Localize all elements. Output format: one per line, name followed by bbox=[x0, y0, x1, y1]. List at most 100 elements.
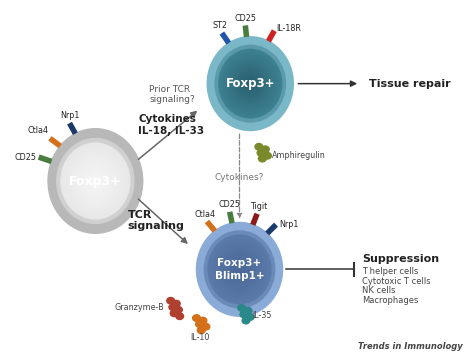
Ellipse shape bbox=[208, 235, 271, 304]
Ellipse shape bbox=[82, 165, 109, 197]
Circle shape bbox=[255, 143, 263, 150]
Ellipse shape bbox=[229, 258, 250, 281]
Ellipse shape bbox=[70, 153, 121, 209]
Ellipse shape bbox=[92, 178, 98, 184]
Text: Cytokines
IL-18, IL-33: Cytokines IL-18, IL-33 bbox=[138, 114, 204, 136]
Ellipse shape bbox=[231, 63, 269, 104]
Circle shape bbox=[258, 155, 266, 162]
Text: Foxp3+: Foxp3+ bbox=[69, 174, 122, 188]
Text: Granzyme-B: Granzyme-B bbox=[114, 303, 164, 312]
Ellipse shape bbox=[83, 168, 107, 194]
Circle shape bbox=[169, 304, 177, 311]
Ellipse shape bbox=[225, 56, 275, 111]
Text: Tigit: Tigit bbox=[250, 202, 267, 211]
Circle shape bbox=[197, 327, 205, 333]
Circle shape bbox=[246, 314, 254, 320]
Ellipse shape bbox=[227, 255, 252, 283]
Ellipse shape bbox=[214, 242, 265, 297]
Ellipse shape bbox=[242, 74, 259, 93]
Ellipse shape bbox=[210, 237, 269, 301]
Circle shape bbox=[244, 308, 252, 314]
Circle shape bbox=[238, 305, 246, 311]
Ellipse shape bbox=[215, 45, 285, 122]
Text: ST2: ST2 bbox=[212, 21, 227, 30]
Text: Tissue repair: Tissue repair bbox=[369, 79, 450, 89]
Ellipse shape bbox=[77, 161, 114, 201]
Text: Cytokines?: Cytokines? bbox=[215, 173, 264, 182]
Ellipse shape bbox=[91, 176, 100, 186]
Circle shape bbox=[242, 317, 250, 324]
Ellipse shape bbox=[219, 247, 261, 292]
Circle shape bbox=[202, 323, 210, 330]
Circle shape bbox=[167, 298, 174, 304]
Text: Amphiregulin: Amphiregulin bbox=[272, 151, 326, 160]
Text: Nrp1: Nrp1 bbox=[279, 220, 299, 229]
Text: IL-35: IL-35 bbox=[253, 311, 272, 320]
Ellipse shape bbox=[237, 70, 263, 98]
Text: Trends in Immunology: Trends in Immunology bbox=[358, 342, 463, 351]
Ellipse shape bbox=[248, 81, 253, 87]
Ellipse shape bbox=[74, 158, 116, 204]
Ellipse shape bbox=[244, 76, 257, 91]
Ellipse shape bbox=[220, 249, 258, 290]
Text: Foxp3+: Foxp3+ bbox=[226, 77, 275, 90]
Ellipse shape bbox=[88, 173, 103, 189]
Text: Ctla4: Ctla4 bbox=[27, 126, 49, 135]
Ellipse shape bbox=[233, 65, 267, 102]
Text: T helper cells: T helper cells bbox=[362, 268, 419, 276]
Text: CD25: CD25 bbox=[219, 200, 241, 209]
Ellipse shape bbox=[72, 156, 118, 206]
Circle shape bbox=[257, 150, 265, 156]
Circle shape bbox=[176, 313, 183, 320]
Text: Suppression: Suppression bbox=[362, 253, 439, 264]
Ellipse shape bbox=[233, 262, 246, 277]
Ellipse shape bbox=[61, 143, 130, 219]
Ellipse shape bbox=[239, 72, 261, 95]
Circle shape bbox=[199, 317, 207, 324]
Ellipse shape bbox=[231, 260, 248, 279]
Ellipse shape bbox=[48, 129, 143, 233]
Ellipse shape bbox=[237, 266, 242, 272]
Text: IL-10: IL-10 bbox=[190, 333, 209, 342]
Ellipse shape bbox=[86, 171, 105, 191]
Ellipse shape bbox=[235, 264, 244, 274]
Circle shape bbox=[264, 152, 271, 159]
Ellipse shape bbox=[223, 251, 256, 288]
Circle shape bbox=[192, 315, 201, 321]
Text: Nrp1: Nrp1 bbox=[60, 110, 79, 119]
Ellipse shape bbox=[227, 58, 273, 109]
Ellipse shape bbox=[68, 151, 123, 211]
Text: Macrophages: Macrophages bbox=[362, 295, 419, 304]
Text: Ctla4: Ctla4 bbox=[194, 210, 215, 219]
Circle shape bbox=[173, 300, 180, 307]
Ellipse shape bbox=[236, 67, 265, 100]
Circle shape bbox=[170, 310, 178, 317]
Text: NK cells: NK cells bbox=[362, 286, 396, 295]
Ellipse shape bbox=[212, 240, 267, 299]
Ellipse shape bbox=[221, 52, 280, 115]
Ellipse shape bbox=[65, 148, 125, 214]
Ellipse shape bbox=[219, 49, 282, 118]
Text: CD25: CD25 bbox=[15, 153, 36, 161]
Ellipse shape bbox=[57, 139, 134, 223]
Ellipse shape bbox=[216, 244, 263, 295]
Ellipse shape bbox=[223, 54, 278, 113]
Ellipse shape bbox=[79, 163, 112, 199]
Ellipse shape bbox=[204, 231, 275, 308]
Circle shape bbox=[262, 146, 269, 152]
Text: CD25: CD25 bbox=[234, 13, 256, 22]
Circle shape bbox=[240, 311, 248, 318]
Ellipse shape bbox=[229, 60, 272, 107]
Ellipse shape bbox=[225, 253, 255, 286]
Text: Cytotoxic T cells: Cytotoxic T cells bbox=[362, 277, 431, 286]
Ellipse shape bbox=[63, 146, 128, 216]
Text: TCR
signaling: TCR signaling bbox=[128, 210, 184, 231]
Circle shape bbox=[196, 321, 203, 327]
Text: IL-18R: IL-18R bbox=[276, 24, 301, 33]
Ellipse shape bbox=[197, 223, 283, 316]
Text: Foxp3+
Blimp1+: Foxp3+ Blimp1+ bbox=[215, 258, 264, 281]
Ellipse shape bbox=[207, 37, 293, 131]
Ellipse shape bbox=[246, 79, 255, 89]
Circle shape bbox=[174, 307, 182, 313]
Text: Prior TCR
signaling?: Prior TCR signaling? bbox=[149, 85, 195, 104]
